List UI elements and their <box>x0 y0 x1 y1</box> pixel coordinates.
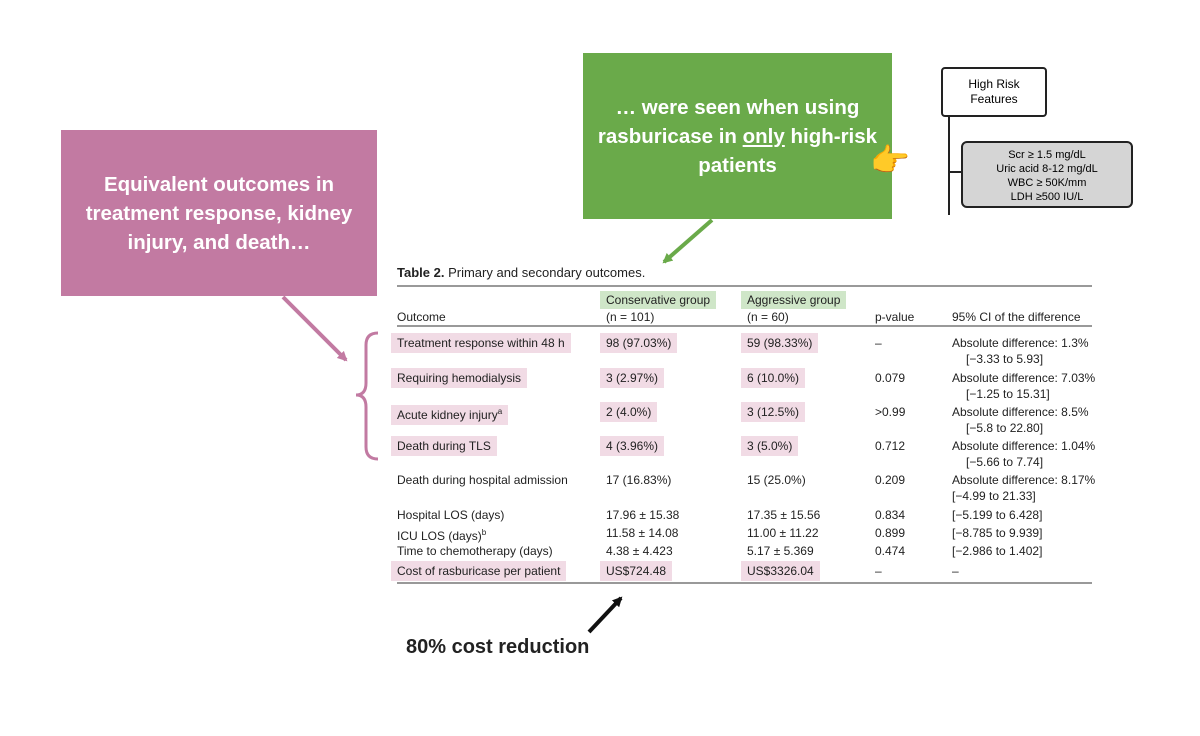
row-pvalue: – <box>875 564 882 578</box>
row-outcome: Acute kidney injurya <box>391 404 509 425</box>
row-ci-range: [−1.25 to 15.31] <box>966 387 1050 401</box>
row-pvalue: 0.209 <box>875 473 906 487</box>
callout-equivalent-outcomes-text: Equivalent outcomes in treatment respons… <box>85 172 353 254</box>
row-conservative: 17.96 ± 15.38 <box>606 508 680 522</box>
row-ci-range: [−3.33 to 5.93] <box>966 352 1044 366</box>
row-ci: – <box>952 564 959 578</box>
row-aggressive: 17.35 ± 15.56 <box>747 508 821 522</box>
row-aggressive: 5.17 ± 5.369 <box>747 544 814 558</box>
row-aggressive: 3 (5.0%) <box>741 436 799 456</box>
row-aggressive: 11.00 ± 11.22 <box>747 526 819 540</box>
row-conservative: 17 (16.83%) <box>606 473 672 487</box>
row-outcome: ICU LOS (days)b <box>397 528 487 543</box>
high-risk-criteria-box: Scr ≥ 1.5 mg/dL Uric acid 8-12 mg/dL WBC… <box>961 141 1133 208</box>
row-conservative: 4.38 ± 4.423 <box>606 544 673 558</box>
row-outcome: Death during hospital admission <box>397 473 568 487</box>
row-ci: [−5.199 to 6.428] <box>952 508 1043 522</box>
header-conservative-n: (n = 101) <box>606 310 655 324</box>
row-pvalue: – <box>875 336 882 350</box>
green-arrow <box>662 218 714 264</box>
high-risk-features-box: High Risk Features <box>941 67 1047 117</box>
row-ci: Absolute difference: 7.03% <box>952 371 1096 385</box>
criteria-item: LDH ≥500 IU/L <box>1010 191 1084 203</box>
criteria-item: Scr ≥ 1.5 mg/dL <box>1008 149 1086 161</box>
row-aggressive: 59 (98.33%) <box>741 333 819 353</box>
header-outcome: Outcome <box>397 310 446 324</box>
row-outcome: Cost of rasburicase per patient <box>391 561 567 581</box>
header-aggressive-n: (n = 60) <box>747 310 789 324</box>
row-aggressive: 3 (12.5%) <box>741 402 806 422</box>
row-pvalue: >0.99 <box>875 405 906 419</box>
row-aggressive: US$3326.04 <box>741 561 820 581</box>
underlined-only: only <box>742 124 785 148</box>
header-aggressive: Aggressive group <box>741 291 847 309</box>
header-conservative: Conservative group <box>600 291 717 309</box>
callout-high-risk-only-text: … were seen when using rasburicase in on… <box>597 95 878 177</box>
row-conservative: 2 (4.0%) <box>600 402 658 422</box>
criteria-item: WBC ≥ 50K/mm <box>1007 177 1087 189</box>
row-conservative: 98 (97.03%) <box>600 333 678 353</box>
row-ci: Absolute difference: 1.3% <box>952 336 1089 350</box>
table-title: Table 2. Primary and secondary outcomes. <box>397 265 646 280</box>
row-outcome: Treatment response within 48 h <box>391 333 571 353</box>
row-outcome: Hospital LOS (days) <box>397 508 505 522</box>
row-conservative: US$724.48 <box>600 561 673 581</box>
pink-arrow <box>281 295 348 362</box>
row-ci: [−8.785 to 9.939] <box>952 526 1043 540</box>
row-aggressive: 15 (25.0%) <box>747 473 806 487</box>
header-ci: 95% CI of the difference <box>952 310 1081 324</box>
row-outcome: Requiring hemodialysis <box>391 368 528 388</box>
row-ci: Absolute difference: 1.04% <box>952 439 1096 453</box>
row-conservative: 11.58 ± 14.08 <box>606 526 679 540</box>
row-ci: Absolute difference: 8.17% <box>952 473 1096 487</box>
row-ci: [−2.986 to 1.402] <box>952 544 1043 558</box>
row-ci: Absolute difference: 8.5% <box>952 405 1089 419</box>
row-conservative: 4 (3.96%) <box>600 436 665 456</box>
callout-equivalent-outcomes: Equivalent outcomes in treatment respons… <box>61 130 377 296</box>
row-ci-range: [−5.8 to 22.80] <box>966 421 1044 435</box>
row-outcome: Death during TLS <box>391 436 497 456</box>
criteria-item: Uric acid 8-12 mg/dL <box>996 163 1098 175</box>
row-pvalue: 0.899 <box>875 526 906 540</box>
row-outcome: Time to chemotherapy (days) <box>397 544 553 558</box>
row-pvalue: 0.474 <box>875 544 906 558</box>
outcome-bracket <box>355 331 379 461</box>
row-aggressive: 6 (10.0%) <box>741 368 806 388</box>
row-conservative: 3 (2.97%) <box>600 368 665 388</box>
row-pvalue: 0.712 <box>875 439 906 453</box>
high-risk-features-title: High Risk Features <box>968 77 1020 106</box>
row-ci-range: [−5.66 to 7.74] <box>966 455 1044 469</box>
pointing-hand-icon: 👉 <box>870 141 910 179</box>
cost-arrow <box>587 596 623 634</box>
row-pvalue: 0.834 <box>875 508 906 522</box>
header-pvalue: p-value <box>875 310 915 324</box>
cost-reduction-label: 80% cost reduction <box>406 636 590 658</box>
callout-high-risk-only: … were seen when using rasburicase in on… <box>583 53 892 219</box>
row-ci-range: [−4.99 to 21.33] <box>952 489 1036 503</box>
row-pvalue: 0.079 <box>875 371 906 385</box>
